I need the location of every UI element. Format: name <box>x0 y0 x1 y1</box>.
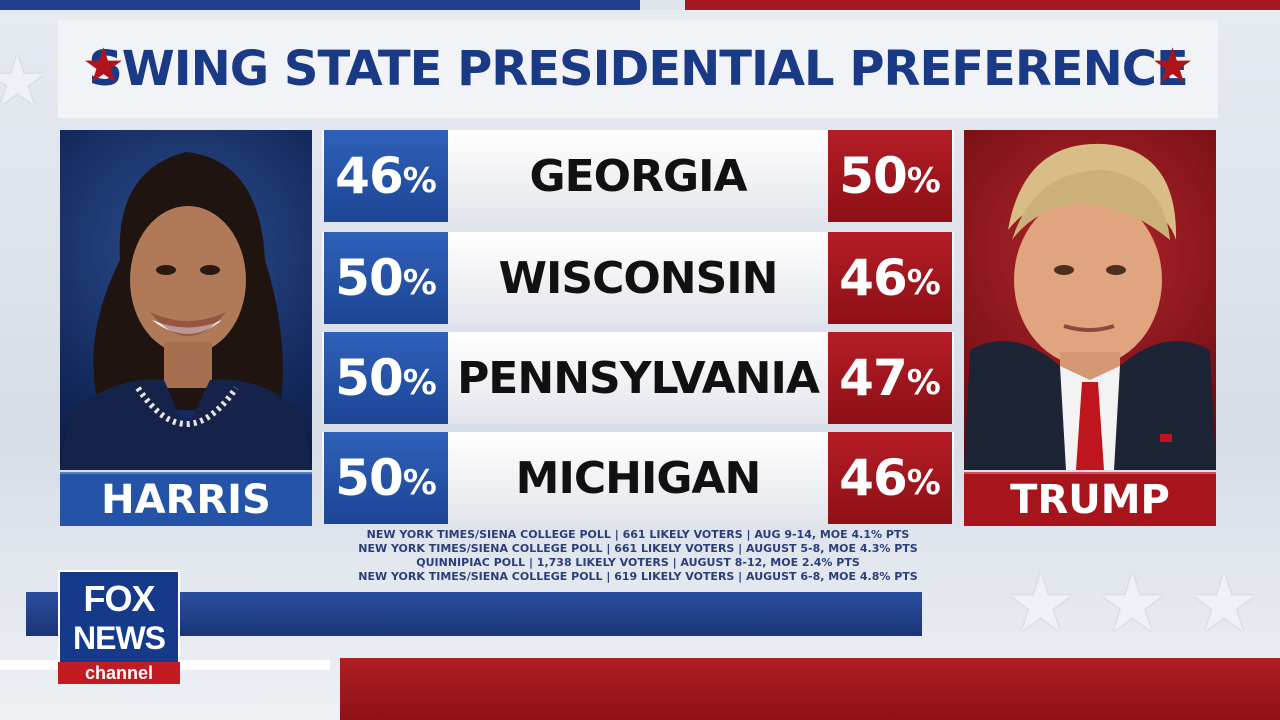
state-row: 50% MICHIGAN 46% <box>322 432 954 524</box>
source-line: NEW YORK TIMES/SIENA COLLEGE POLL | 619 … <box>358 570 918 583</box>
state-name: GEORGIA <box>529 150 748 202</box>
source-line: NEW YORK TIMES/SIENA COLLEGE POLL | 661 … <box>366 528 910 541</box>
percent-sign: % <box>906 363 941 403</box>
trump-value: 47 <box>839 349 908 407</box>
harris-percentage: 50% <box>324 432 448 524</box>
trump-value: 46 <box>839 249 908 307</box>
logo-block: FOX NEWS <box>58 570 180 664</box>
trump-percentage: 46% <box>828 232 952 324</box>
state-row: 50% PENNSYLVANIA 47% <box>322 332 954 424</box>
harris-percentage: 46% <box>324 130 448 222</box>
source-line: NEW YORK TIMES/SIENA COLLEGE POLL | 661 … <box>358 542 918 555</box>
percent-sign: % <box>906 161 941 201</box>
state-name: WISCONSIN <box>498 252 779 304</box>
network-logo: FOX NEWS channel <box>58 570 180 690</box>
candidate-panel-trump: TRUMP <box>964 130 1216 526</box>
title-bar: ★ SWING STATE PRESIDENTIAL PREFERENCE ★ <box>58 20 1218 118</box>
trump-percentage: 47% <box>828 332 952 424</box>
candidate-name-trump: TRUMP <box>964 472 1216 526</box>
harris-value: 50 <box>335 249 404 307</box>
state-name: PENNSYLVANIA <box>457 352 820 404</box>
poll-sources: NEW YORK TIMES/SIENA COLLEGE POLL | 661 … <box>300 528 976 584</box>
harris-portrait <box>60 130 312 470</box>
logo-text-channel: channel <box>58 662 180 684</box>
trump-percentage: 50% <box>828 130 952 222</box>
percent-sign: % <box>402 263 437 303</box>
state-row: 46% GEORGIA 50% <box>322 130 954 222</box>
source-line: QUINNIPIAC POLL | 1,738 LIKELY VOTERS | … <box>416 556 860 569</box>
trump-portrait <box>964 130 1216 470</box>
star-icon: ★ <box>1150 38 1194 94</box>
top-blue-stripe <box>0 0 640 10</box>
percent-sign: % <box>402 363 437 403</box>
background-stars-icon: ★★★ <box>1004 557 1280 650</box>
graphic-title: SWING STATE PRESIDENTIAL PREFERENCE <box>88 41 1189 97</box>
harris-percentage: 50% <box>324 232 448 324</box>
lower-third-red-band <box>340 658 1280 720</box>
harris-value: 50 <box>335 449 404 507</box>
percent-sign: % <box>402 463 437 503</box>
candidate-panel-harris: HARRIS <box>60 130 312 526</box>
percent-sign: % <box>906 263 941 303</box>
trump-value: 46 <box>839 449 908 507</box>
harris-percentage: 50% <box>324 332 448 424</box>
top-red-stripe <box>685 0 1280 10</box>
harris-value: 46 <box>335 147 404 205</box>
state-row: 50% WISCONSIN 46% <box>322 232 954 324</box>
background-star-icon: ★ <box>0 40 49 122</box>
star-icon: ★ <box>82 38 126 94</box>
state-name: MICHIGAN <box>515 452 762 504</box>
logo-text-fox: FOX <box>83 578 155 619</box>
percent-sign: % <box>906 463 941 503</box>
harris-value: 50 <box>335 349 404 407</box>
percent-sign: % <box>402 161 437 201</box>
logo-text-news: NEWS <box>73 620 166 656</box>
trump-value: 50 <box>839 147 908 205</box>
trump-percentage: 46% <box>828 432 952 524</box>
candidate-name-harris: HARRIS <box>60 472 312 526</box>
